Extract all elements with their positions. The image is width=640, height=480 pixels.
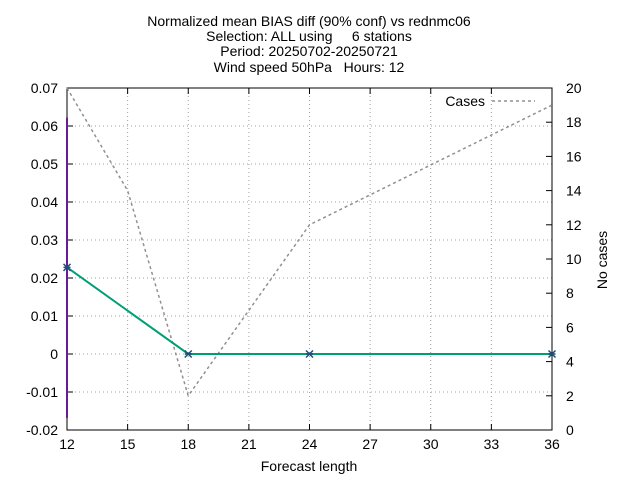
x-tick-label: 36 bbox=[544, 436, 560, 452]
y2-tick-label: 8 bbox=[566, 285, 574, 301]
x-tick-label: 33 bbox=[484, 436, 500, 452]
x-tick-label: 24 bbox=[302, 436, 318, 452]
series-point-bias bbox=[305, 349, 314, 359]
title-line-2: Selection: ALL using 6 stations bbox=[206, 28, 412, 44]
y2-tick-label: 18 bbox=[566, 114, 582, 130]
series-line-cases bbox=[66, 87, 553, 398]
y-tick-label: 0.07 bbox=[31, 80, 58, 96]
x-tick-label: 30 bbox=[423, 436, 439, 452]
y-tick-label: 0.04 bbox=[31, 194, 58, 210]
x-tick-label: 21 bbox=[241, 436, 257, 452]
y2-tick-label: 16 bbox=[566, 148, 582, 164]
title-line-3: Period: 20250702-20250721 bbox=[220, 43, 398, 59]
x-tick-label: 12 bbox=[59, 436, 75, 452]
y2-tick-label: 0 bbox=[566, 422, 574, 438]
series-point-bias bbox=[547, 349, 557, 359]
x-tick-label: 15 bbox=[120, 436, 136, 452]
series-point-bias bbox=[62, 263, 72, 272]
x-axis-label: Forecast length bbox=[261, 458, 358, 474]
y-tick-label: 0.05 bbox=[31, 156, 58, 172]
y2-axis-label: No cases bbox=[594, 231, 610, 289]
y2-tick-label: 10 bbox=[566, 251, 582, 267]
legend: Cases bbox=[445, 93, 535, 109]
y2-tick-label: 20 bbox=[566, 80, 582, 96]
y-tick-label: 0.03 bbox=[31, 232, 58, 248]
series-line-bias bbox=[66, 266, 552, 355]
title-line-1: Normalized mean BIAS diff (90% conf) vs … bbox=[147, 13, 471, 29]
y-tick-label: 0.06 bbox=[31, 118, 58, 134]
y2-tick-label: 14 bbox=[566, 183, 582, 199]
plot-frame bbox=[66, 87, 553, 431]
y2-tick-label: 2 bbox=[566, 388, 574, 404]
y-tick-label: 0.01 bbox=[31, 308, 58, 324]
legend-label-cases: Cases bbox=[445, 93, 485, 109]
series-point-bias bbox=[184, 349, 193, 359]
x-tick-label: 18 bbox=[180, 436, 196, 452]
title-line-4: Wind speed 50hPa Hours: 12 bbox=[214, 59, 405, 75]
y2-tick-label: 12 bbox=[566, 217, 582, 233]
x-tick-label: 27 bbox=[362, 436, 378, 452]
y-tick-label: -0.02 bbox=[26, 422, 58, 438]
ticks: 12 15 18 21 24 27 30 33 36-0.02-0.0100.010.020.0… bbox=[26, 80, 582, 452]
y-tick-label: -0.01 bbox=[26, 384, 58, 400]
axes bbox=[66, 87, 553, 431]
grid bbox=[67, 88, 552, 430]
y-tick-label: 0 bbox=[50, 346, 58, 362]
y2-tick-label: 6 bbox=[566, 319, 574, 335]
chart-title: Normalized mean BIAS diff (90% conf) vs … bbox=[147, 13, 471, 75]
series bbox=[62, 87, 557, 418]
y-tick-label: 0.02 bbox=[31, 270, 58, 286]
y2-tick-label: 4 bbox=[566, 354, 574, 370]
